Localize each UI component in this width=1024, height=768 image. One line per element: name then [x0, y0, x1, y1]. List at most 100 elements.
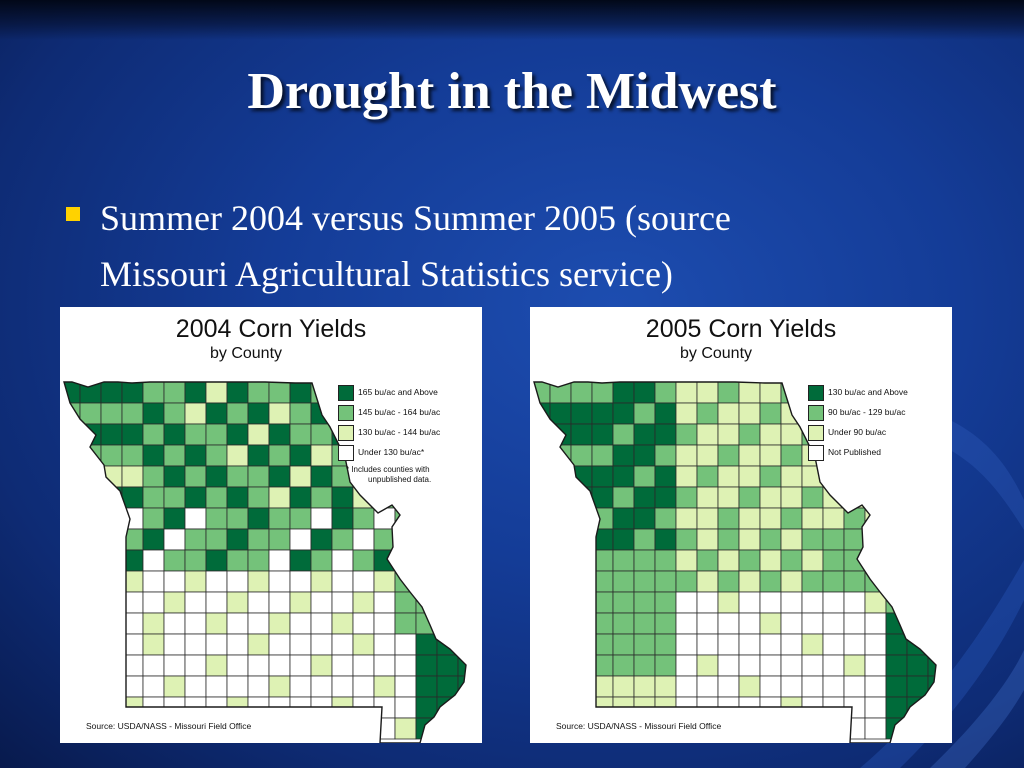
county [247, 444, 270, 467]
county [949, 613, 952, 634]
county [738, 486, 761, 509]
county [612, 612, 635, 635]
county [184, 444, 207, 467]
county [633, 549, 656, 572]
county [927, 507, 936, 530]
county [717, 612, 740, 635]
county [696, 382, 719, 404]
county [394, 528, 417, 551]
county [612, 591, 635, 614]
county [163, 382, 186, 404]
county [591, 549, 614, 572]
county [226, 423, 249, 446]
state-outline [533, 381, 937, 743]
county [949, 718, 952, 739]
county [949, 487, 952, 508]
county [226, 507, 249, 530]
county [534, 696, 551, 719]
county [780, 549, 803, 572]
county [906, 465, 929, 488]
county [801, 612, 824, 635]
county [121, 570, 144, 593]
county [205, 654, 228, 677]
county [864, 654, 887, 677]
county [906, 528, 929, 551]
county [268, 591, 291, 614]
county [822, 675, 845, 698]
county [801, 717, 824, 740]
county [100, 591, 123, 614]
county [654, 444, 677, 467]
county [675, 382, 698, 404]
county [843, 591, 866, 614]
county [100, 633, 123, 656]
county [289, 382, 312, 404]
county [696, 591, 719, 614]
county [373, 612, 396, 635]
county [612, 382, 635, 404]
county [927, 465, 936, 488]
county [549, 528, 572, 551]
county [801, 633, 824, 656]
map-2005-subtitle: by County [679, 345, 753, 362]
county [479, 592, 482, 613]
county [570, 591, 593, 614]
county [205, 444, 228, 467]
county [415, 570, 438, 593]
county [654, 382, 677, 404]
county [247, 486, 270, 509]
county [457, 570, 466, 593]
county [654, 402, 677, 425]
county [549, 675, 572, 698]
county [289, 486, 312, 509]
county [142, 612, 165, 635]
county [717, 382, 740, 404]
county [436, 633, 459, 656]
county [268, 402, 291, 425]
county [534, 507, 551, 530]
county [570, 612, 593, 635]
county [906, 549, 929, 572]
county [570, 675, 593, 698]
county [906, 612, 929, 635]
county [612, 423, 635, 446]
county [570, 382, 593, 404]
county [591, 423, 614, 446]
county [612, 549, 635, 572]
county [549, 633, 572, 656]
county [843, 717, 866, 740]
county [549, 465, 572, 488]
county [885, 507, 908, 530]
county [738, 717, 761, 740]
county [352, 717, 375, 740]
county [534, 570, 551, 593]
county [310, 507, 333, 530]
map-2004-source: Source: USDA/NASS - Missouri Field Offic… [86, 721, 252, 731]
county [801, 507, 824, 530]
county [268, 486, 291, 509]
county [633, 402, 656, 425]
county [759, 612, 782, 635]
county [142, 444, 165, 467]
county [184, 402, 207, 425]
county [591, 465, 614, 488]
county [479, 424, 482, 445]
county [331, 612, 354, 635]
county [549, 507, 572, 530]
county [759, 444, 782, 467]
county [352, 528, 375, 551]
county [738, 465, 761, 488]
county [479, 676, 482, 697]
county [843, 633, 866, 656]
county [64, 612, 81, 635]
county [373, 591, 396, 614]
county [534, 444, 551, 467]
county [247, 675, 270, 698]
county [696, 528, 719, 551]
county [801, 675, 824, 698]
county [633, 465, 656, 488]
legend-label: Under 130 bu/ac* [358, 447, 425, 457]
map-2004-title: 2004 Corn Yields [175, 315, 367, 343]
bullet-line-2: Missouri Agricultural Statistics service… [100, 254, 673, 294]
legend-label: 130 bu/ac - 144 bu/ac [358, 427, 441, 437]
